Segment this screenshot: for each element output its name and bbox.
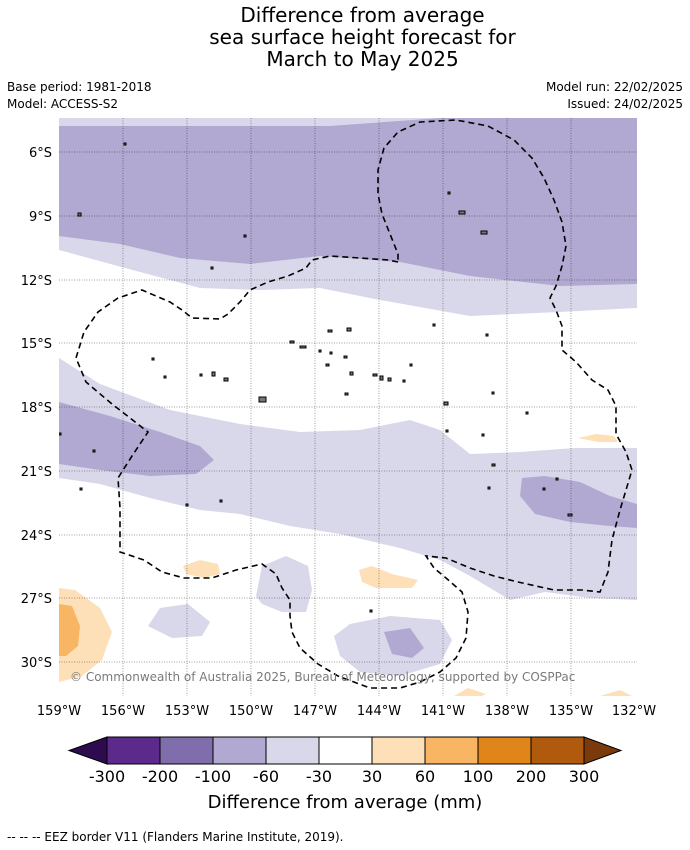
lon-label: 135°W bbox=[549, 704, 593, 719]
meta-right: Model run: 22/02/2025 Issued: 24/02/2025 bbox=[546, 79, 683, 113]
islands bbox=[59, 142, 573, 613]
lat-label: 30°S bbox=[21, 656, 52, 671]
contour-positive-patch-3 bbox=[578, 434, 618, 442]
colorbar-swatch bbox=[371, 736, 426, 765]
contour-positive-patch-1 bbox=[183, 560, 220, 578]
lon-label: 159°W bbox=[37, 704, 81, 719]
lon-label: 150°W bbox=[229, 704, 273, 719]
colorbar-swatch bbox=[530, 736, 585, 765]
lat-label: 21°S bbox=[21, 465, 52, 480]
colorbar-tick: -200 bbox=[142, 767, 178, 786]
lat-label: 12°S bbox=[21, 274, 52, 289]
lon-label: 144°W bbox=[357, 704, 401, 719]
colorbar-title: Difference from average (mm) bbox=[207, 792, 483, 813]
meta-left: Base period: 1981-2018 Model: ACCESS-S2 bbox=[7, 79, 152, 113]
eez-borders bbox=[75, 119, 633, 689]
colorbar-tick: 100 bbox=[463, 767, 494, 786]
contour-south-patch-3-core bbox=[384, 628, 424, 658]
title-line-2: sea surface height forecast for bbox=[209, 25, 516, 49]
colorbar-high-extend bbox=[583, 736, 623, 765]
model-name: Model: ACCESS-S2 bbox=[7, 97, 119, 111]
contour-north-medium bbox=[59, 118, 637, 286]
base-period: Base period: 1981-2018 bbox=[7, 80, 152, 94]
contour-central-light bbox=[59, 358, 637, 600]
contour-south-patch-2 bbox=[148, 604, 210, 638]
model-run-date: Model run: 22/02/2025 bbox=[545, 80, 683, 94]
lat-label: 9°S bbox=[29, 210, 52, 225]
contour-east-medium bbox=[520, 476, 637, 528]
lat-label: 18°S bbox=[21, 401, 52, 416]
copyright-text: © Commonwealth of Australia 2025, Bureau… bbox=[70, 670, 575, 684]
lat-label: 6°S bbox=[29, 146, 52, 161]
colorbar-tick: 30 bbox=[362, 767, 382, 786]
anomaly-field: © Commonwealth of Australia 2025, Bureau… bbox=[59, 118, 637, 696]
colorbar-tick: -60 bbox=[253, 767, 279, 786]
lon-label: 156°W bbox=[101, 704, 145, 719]
colorbar-swatch bbox=[318, 736, 373, 765]
colorbar-swatch bbox=[159, 736, 214, 765]
colorbar-swatch bbox=[212, 736, 267, 765]
lon-label: 147°W bbox=[293, 704, 337, 719]
colorbar-tick: 300 bbox=[569, 767, 600, 786]
lon-label: 153°W bbox=[165, 704, 209, 719]
issued-date: Issued: 24/02/2025 bbox=[567, 97, 683, 111]
lat-label: 15°S bbox=[21, 337, 52, 352]
lon-label: 132°W bbox=[612, 704, 656, 719]
lon-label: 138°W bbox=[485, 704, 529, 719]
colorbar-low-extend bbox=[67, 736, 108, 765]
contour-positive-patch-2 bbox=[359, 566, 418, 588]
map-title: Difference from average sea surface heig… bbox=[0, 4, 690, 70]
lon-labels: 159°W 156°W 153°W 150°W 147°W 144°W 141°… bbox=[37, 704, 656, 719]
colorbar: -300 -200 -100 -60 -30 30 60 100 200 300 bbox=[67, 736, 623, 786]
title-line-3: March to May 2025 bbox=[266, 47, 459, 71]
colorbar-swatch bbox=[265, 736, 320, 765]
colorbar-tick: -30 bbox=[306, 767, 332, 786]
title-line-1: Difference from average bbox=[240, 3, 485, 27]
lat-label: 24°S bbox=[21, 529, 52, 544]
lat-label: 27°S bbox=[21, 592, 52, 607]
colorbar-tick: -300 bbox=[89, 767, 125, 786]
eez-legend-note: -- -- -- EEZ border V11 (Flanders Marine… bbox=[7, 830, 344, 844]
colorbar-ticks: -300 -200 -100 -60 -30 30 60 100 200 300 bbox=[89, 767, 599, 786]
colorbar-swatch bbox=[477, 736, 532, 765]
contour-southwest-positive-core bbox=[59, 604, 80, 656]
contour-positive-patch-4 bbox=[454, 688, 486, 696]
colorbar-swatch bbox=[424, 736, 479, 765]
lon-label: 141°W bbox=[421, 704, 465, 719]
colorbar-tick: -100 bbox=[195, 767, 231, 786]
lat-labels: 6°S 9°S 12°S 15°S 18°S 21°S 24°S 27°S 30… bbox=[21, 146, 52, 671]
colorbar-swatch bbox=[106, 736, 161, 765]
colorbar-tick: 200 bbox=[516, 767, 547, 786]
contour-west-medium bbox=[59, 402, 214, 476]
contour-positive-patch-5 bbox=[600, 690, 632, 696]
colorbar-tick: 60 bbox=[415, 767, 435, 786]
